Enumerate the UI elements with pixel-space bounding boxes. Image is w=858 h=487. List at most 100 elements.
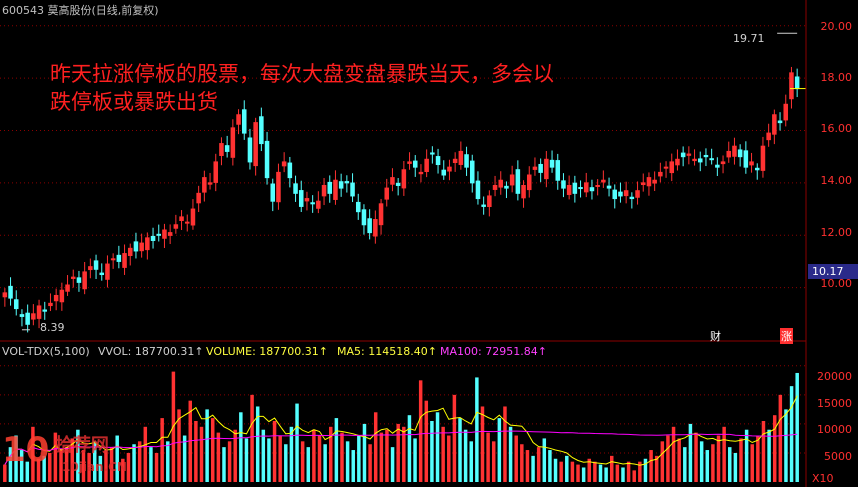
candle-body: [110, 258, 116, 261]
price-tick-18: 18.00: [820, 71, 853, 84]
candle-body: [156, 233, 162, 236]
candle-body: [566, 184, 572, 195]
candle-body: [441, 169, 447, 176]
volume-bar-series: [3, 371, 799, 482]
volume-bar: [407, 415, 412, 482]
candle-body: [230, 127, 236, 158]
volume-ma-lines: [4, 395, 798, 466]
candle-body: [202, 177, 207, 193]
volume-bar: [705, 450, 710, 482]
volume-bar: [491, 441, 496, 482]
volume-bar: [92, 441, 97, 482]
candle-body: [515, 169, 521, 194]
candle-body: [127, 247, 133, 257]
candle-body: [88, 266, 93, 271]
volume-bar: [716, 435, 721, 482]
candle-body: [726, 150, 732, 158]
candle-body: [184, 221, 190, 224]
candle-body: [93, 260, 99, 270]
volume-bar: [362, 423, 367, 482]
volume-bar: [14, 435, 18, 482]
volume-bar: [160, 418, 164, 482]
candle-body: [219, 143, 224, 156]
volume-bar: [458, 418, 462, 482]
volume-bar: [565, 455, 569, 482]
candle-body: [435, 156, 441, 166]
candle-body: [253, 122, 258, 167]
volume-tick-15000: 15000: [817, 397, 852, 410]
volume-bar: [660, 441, 665, 482]
candle-body: [578, 187, 583, 190]
candle-body: [669, 161, 675, 174]
volume-bar: [789, 386, 794, 482]
volume-bar: [744, 429, 749, 482]
candle-body: [42, 309, 48, 312]
volume-bar: [368, 444, 372, 482]
candle-body: [789, 72, 794, 100]
finance-badge[interactable]: 财: [710, 330, 721, 343]
watermark-site: 拾荐网: [54, 435, 109, 456]
volume-bar: [576, 464, 580, 482]
candle-body: [640, 182, 646, 186]
volume-bar: [317, 435, 322, 482]
volume-value: VOLUME: 187700.31↑: [206, 345, 328, 358]
candle-body: [395, 182, 401, 186]
volume-bar: [699, 441, 704, 482]
candle-body: [658, 171, 663, 177]
candlestick-series: [2, 32, 806, 333]
candle-body: [355, 201, 361, 213]
volume-bar: [36, 458, 41, 482]
volume-bar: [497, 418, 502, 482]
volume-bar: [435, 412, 440, 482]
volume-bar: [278, 435, 282, 482]
candle-body: [481, 204, 486, 207]
candle-body: [333, 179, 338, 200]
volume-bar: [638, 461, 642, 482]
volume-bar: [570, 461, 575, 482]
candle-body: [715, 164, 720, 168]
volume-bar: [536, 447, 541, 482]
volume-bar: [581, 467, 586, 482]
candle-body: [179, 216, 184, 222]
volume-bar: [475, 377, 479, 482]
price-tick-16: 16.00: [820, 122, 853, 135]
candle-body: [418, 171, 424, 175]
volume-bar: [222, 447, 226, 482]
limit-up-badge[interactable]: 涨: [780, 328, 793, 344]
candle-body: [139, 242, 144, 252]
volume-bar: [59, 450, 63, 482]
candle-body: [583, 182, 589, 193]
candle-body: [53, 294, 59, 302]
volume-bar: [25, 461, 30, 482]
candle-body: [464, 154, 469, 168]
volume-bar: [373, 412, 378, 482]
volume-bar: [300, 441, 305, 482]
ma100-line: [4, 430, 798, 465]
candle-body: [737, 149, 743, 158]
volume-bar: [469, 441, 473, 482]
candle-body: [293, 183, 298, 194]
volume-bar: [525, 450, 530, 482]
candle-body: [703, 154, 709, 158]
volume-bar: [728, 447, 732, 482]
volume-bar: [255, 406, 260, 482]
candle-body: [504, 185, 509, 189]
candle-body: [663, 166, 669, 169]
candle-body: [424, 158, 429, 172]
volume-bar: [598, 464, 603, 482]
candle-body: [549, 159, 555, 168]
candle-body: [48, 302, 53, 307]
volume-bar: [182, 435, 187, 482]
price-tick-12: 12.00: [820, 226, 853, 239]
volume-bar: [31, 426, 35, 482]
candle-body: [276, 171, 281, 203]
volume-bar: [402, 426, 406, 482]
volume-bar: [345, 441, 350, 482]
candle-body: [635, 190, 640, 198]
low-price-label: 8.39: [40, 321, 65, 334]
candle-body: [327, 181, 333, 194]
volume-bar: [379, 432, 384, 482]
chart-title: 600543 莫高股份(日线,前复权): [2, 4, 159, 17]
volume-bar: [244, 438, 249, 482]
candle-body: [247, 137, 253, 163]
